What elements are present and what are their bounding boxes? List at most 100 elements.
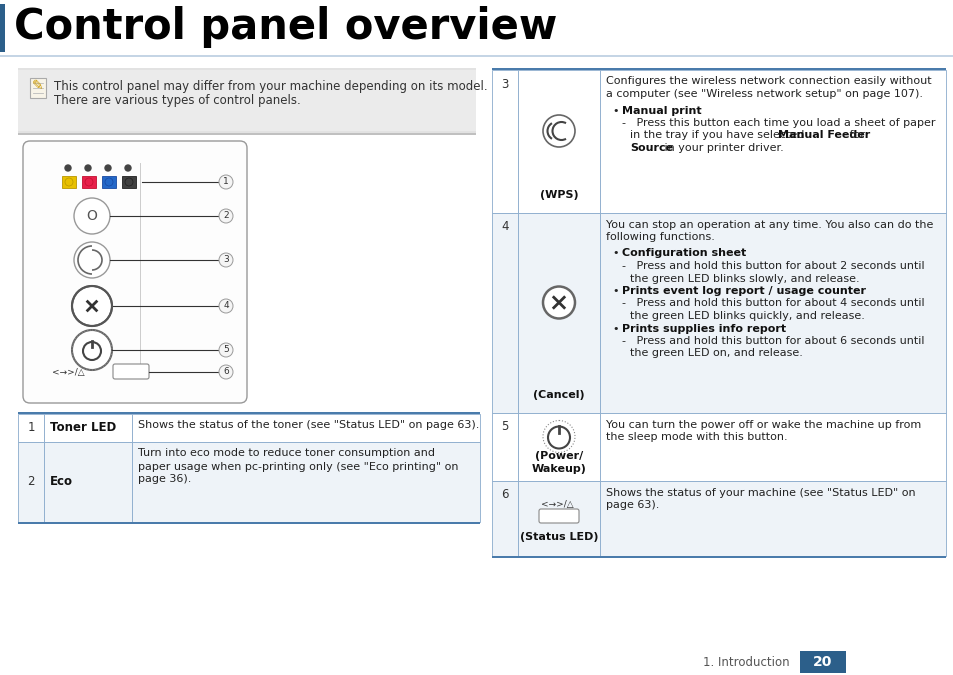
FancyBboxPatch shape — [23, 141, 247, 403]
Text: 3: 3 — [500, 78, 508, 90]
Circle shape — [74, 242, 110, 278]
Text: (Power/
Wakeup): (Power/ Wakeup) — [531, 452, 586, 474]
Circle shape — [219, 343, 233, 357]
Circle shape — [74, 198, 110, 234]
Text: -   Press and hold this button for about 4 seconds until: - Press and hold this button for about 4… — [621, 298, 923, 308]
Circle shape — [71, 330, 112, 370]
Text: 6: 6 — [500, 489, 508, 502]
Bar — [18, 70, 476, 131]
Text: page 63).: page 63). — [605, 500, 659, 510]
Text: the green LED on, and release.: the green LED on, and release. — [629, 348, 802, 358]
Bar — [18, 441, 44, 522]
Bar — [599, 412, 945, 481]
Text: 4: 4 — [500, 221, 508, 234]
Bar — [517, 481, 599, 556]
Text: You can turn the power off or wake the machine up from: You can turn the power off or wake the m… — [605, 419, 921, 429]
Text: paper usage when pc-printing only (see "Eco printing" on: paper usage when pc-printing only (see "… — [138, 462, 458, 472]
Bar — [492, 481, 517, 556]
Bar — [18, 414, 44, 441]
Text: There are various types of control panels.: There are various types of control panel… — [54, 94, 300, 107]
Bar — [62, 176, 76, 188]
Bar — [44, 414, 132, 441]
Bar — [517, 213, 599, 412]
Text: a computer (see "Wireless network setup" on page 107).: a computer (see "Wireless network setup"… — [605, 89, 923, 99]
Bar — [599, 481, 945, 556]
Text: the sleep mode with this button.: the sleep mode with this button. — [605, 432, 787, 442]
Text: the green LED blinks quickly, and release.: the green LED blinks quickly, and releas… — [629, 311, 864, 321]
Circle shape — [105, 165, 111, 171]
Text: 1. Introduction: 1. Introduction — [702, 655, 789, 668]
Bar — [132, 414, 479, 441]
Bar — [0, 55, 953, 57]
Bar — [30, 78, 46, 98]
Text: Toner LED: Toner LED — [50, 421, 116, 434]
Circle shape — [85, 165, 91, 171]
Text: •: • — [612, 286, 618, 296]
Bar — [82, 176, 96, 188]
Circle shape — [219, 299, 233, 313]
Bar — [18, 412, 479, 414]
Text: 5: 5 — [223, 346, 229, 354]
Text: You can stop an operation at any time. You also can do the: You can stop an operation at any time. Y… — [605, 219, 932, 230]
Text: ✎: ✎ — [32, 79, 44, 93]
Bar — [492, 70, 517, 213]
Text: 4: 4 — [223, 302, 229, 311]
Text: Configuration sheet: Configuration sheet — [621, 248, 745, 259]
Text: Prints supplies info report: Prints supplies info report — [621, 323, 785, 333]
Text: for: for — [845, 130, 864, 140]
Bar — [122, 176, 136, 188]
FancyBboxPatch shape — [112, 364, 149, 379]
Text: -   Press this button each time you load a sheet of paper: - Press this button each time you load a… — [621, 118, 935, 128]
Text: Eco: Eco — [50, 475, 73, 488]
Text: Manual Feeder: Manual Feeder — [778, 130, 870, 140]
Circle shape — [219, 209, 233, 223]
Text: 6: 6 — [223, 367, 229, 377]
Text: page 36).: page 36). — [138, 475, 192, 485]
Circle shape — [219, 253, 233, 267]
Circle shape — [542, 115, 575, 147]
Text: (WPS): (WPS) — [539, 190, 578, 200]
Bar — [800, 651, 845, 673]
Text: in the tray if you have selected: in the tray if you have selected — [629, 130, 807, 140]
Text: Prints event log report / usage counter: Prints event log report / usage counter — [621, 286, 865, 296]
Text: (Status LED): (Status LED) — [519, 533, 598, 543]
Bar — [18, 68, 476, 133]
Text: in your printer driver.: in your printer driver. — [660, 143, 783, 153]
Bar — [102, 176, 116, 188]
Bar — [0, 4, 5, 52]
Text: -   Press and hold this button for about 6 seconds until: - Press and hold this button for about 6… — [621, 336, 923, 346]
Bar — [18, 522, 479, 524]
Bar — [18, 133, 476, 135]
Bar — [132, 441, 479, 522]
Text: 20: 20 — [813, 655, 832, 669]
Text: Control panel overview: Control panel overview — [14, 6, 557, 48]
Bar — [492, 412, 517, 481]
Circle shape — [219, 365, 233, 379]
Circle shape — [71, 286, 112, 326]
Text: <→>/△: <→>/△ — [52, 367, 85, 377]
Text: 1: 1 — [223, 178, 229, 186]
Bar — [492, 556, 945, 558]
Text: •: • — [612, 323, 618, 333]
Text: the green LED blinks slowly, and release.: the green LED blinks slowly, and release… — [629, 273, 859, 284]
Text: Shows the status of the toner (see "Status LED" on page 63).: Shows the status of the toner (see "Stat… — [138, 421, 478, 431]
Bar — [599, 70, 945, 213]
Text: Source: Source — [629, 143, 673, 153]
Text: •: • — [612, 248, 618, 259]
Circle shape — [65, 165, 71, 171]
Text: 3: 3 — [223, 256, 229, 265]
Circle shape — [125, 165, 131, 171]
Text: 2: 2 — [28, 475, 34, 488]
Bar — [517, 412, 599, 481]
Text: <→>/△: <→>/△ — [540, 500, 573, 508]
Text: (Cancel): (Cancel) — [533, 389, 584, 400]
Text: Configures the wireless network connection easily without: Configures the wireless network connecti… — [605, 76, 931, 86]
Text: This control panel may differ from your machine depending on its model.: This control panel may differ from your … — [54, 80, 487, 93]
Text: O: O — [87, 209, 97, 223]
Circle shape — [219, 175, 233, 189]
Text: 1: 1 — [28, 421, 34, 434]
Text: 5: 5 — [500, 421, 508, 433]
Bar — [517, 70, 599, 213]
Text: •: • — [612, 105, 618, 115]
Bar — [0, 0, 953, 58]
